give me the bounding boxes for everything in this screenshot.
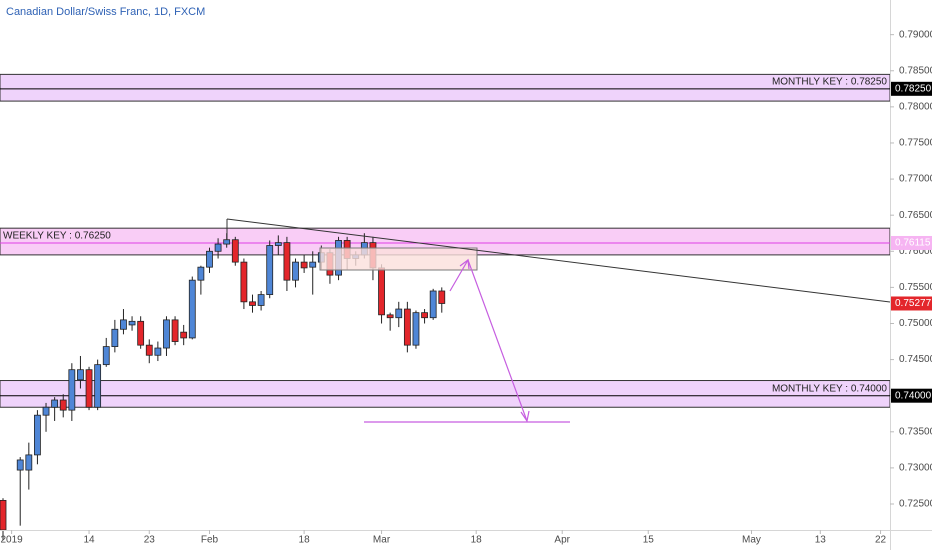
- candle-body: [59, 399, 67, 411]
- candle-body: [154, 347, 162, 356]
- candle-body: [274, 242, 282, 246]
- arrow-head: [459, 258, 470, 270]
- x-tick-label: 14: [83, 535, 95, 546]
- price-tag: [891, 81, 932, 96]
- y-tick-label: 0.78000: [899, 102, 932, 113]
- y-tick-label: 0.72500: [899, 499, 932, 510]
- candle-body: [240, 261, 248, 303]
- candle-body: [180, 331, 188, 339]
- candle-body: [25, 454, 33, 471]
- candle-body: [34, 414, 41, 456]
- price-tag-label: 0.78250: [895, 83, 932, 94]
- candle-body: [68, 369, 76, 411]
- key-label: WEEKLY KEY : 0.76250: [3, 231, 111, 242]
- candle-body: [395, 308, 403, 319]
- x-tick-label: Mar: [373, 535, 391, 546]
- candle-body: [403, 308, 411, 346]
- candle-body: [145, 344, 153, 356]
- y-tick-label: 0.77500: [899, 138, 932, 149]
- y-tick-label: 0.78500: [899, 65, 932, 76]
- candle-body: [171, 319, 179, 342]
- x-tick-label: 13: [815, 535, 827, 546]
- y-tick-label: 0.73000: [899, 463, 932, 474]
- candle-body: [421, 312, 428, 319]
- y-tick-label: 0.75500: [899, 282, 932, 293]
- candle-body: [120, 319, 127, 330]
- price-tag-label: 0.74000: [895, 390, 932, 401]
- x-tick-label: 15: [643, 535, 655, 546]
- trendline: [226, 218, 891, 303]
- candle-body: [266, 245, 274, 296]
- last-price-label: 0.75277: [895, 298, 932, 309]
- x-tick-label: 23: [144, 535, 156, 546]
- key-zone: [0, 73, 891, 102]
- y-tick-label: 0.76000: [899, 246, 932, 257]
- candle-body: [188, 279, 196, 339]
- candle-body: [412, 312, 420, 346]
- candle-body: [214, 243, 222, 252]
- candle-body: [51, 399, 59, 408]
- supply-box: [319, 247, 478, 271]
- x-tick-label: May: [742, 535, 761, 546]
- last-price-tag: [891, 296, 932, 311]
- candle-body: [231, 239, 239, 263]
- x-tick-label: 2019: [0, 535, 23, 546]
- candle-body: [42, 406, 50, 416]
- candle-body: [257, 294, 265, 306]
- price-tag: [891, 388, 932, 403]
- candle-body: [163, 319, 170, 349]
- candle-body: [16, 459, 24, 471]
- x-tick-label: 18: [299, 535, 311, 546]
- drawings: [226, 218, 891, 423]
- candle-body: [386, 314, 394, 319]
- candle-body: [0, 499, 7, 531]
- candle-body: [206, 250, 213, 268]
- x-tick-label: 22: [875, 535, 887, 546]
- key-label: MONTHLY KEY : 0.74000: [772, 383, 887, 394]
- candle-body: [137, 320, 145, 346]
- chart-title: Canadian Dollar/Swiss Franc, 1D, FXCM: [6, 6, 205, 18]
- candle-body: [283, 242, 291, 281]
- candle-body: [197, 266, 205, 281]
- candle-body: [85, 369, 93, 408]
- candle-body: [292, 261, 299, 281]
- y-tick-label: 0.76500: [899, 210, 932, 221]
- arrow-head: [520, 410, 530, 423]
- key-label: MONTHLY KEY : 0.78250: [772, 76, 887, 87]
- x-tick-label: Feb: [201, 535, 219, 546]
- y-tick-label: 0.75000: [899, 318, 932, 329]
- y-tick-label: 0.77000: [899, 174, 932, 185]
- price-tag-label: 0.76115: [895, 238, 931, 249]
- price-tag: [891, 235, 932, 250]
- candle-body: [249, 301, 256, 306]
- candle-body: [77, 369, 84, 381]
- x-tick-label: Apr: [554, 535, 570, 546]
- candle-body: [378, 267, 385, 316]
- x-tick-label: 18: [471, 535, 483, 546]
- y-tick-label: 0.79000: [899, 29, 932, 40]
- candle-body: [102, 346, 110, 366]
- candle-body: [223, 239, 231, 245]
- candle-body: [438, 290, 446, 304]
- candle-body: [429, 290, 437, 319]
- candle-body: [94, 364, 102, 408]
- y-tick-label: 0.73500: [899, 426, 932, 437]
- y-tick-label: 0.74500: [899, 354, 932, 365]
- candle-body: [309, 261, 317, 268]
- candle-body: [128, 320, 136, 326]
- candle-body: [300, 261, 308, 269]
- key-zone: [0, 380, 891, 408]
- candle-body: [111, 328, 119, 347]
